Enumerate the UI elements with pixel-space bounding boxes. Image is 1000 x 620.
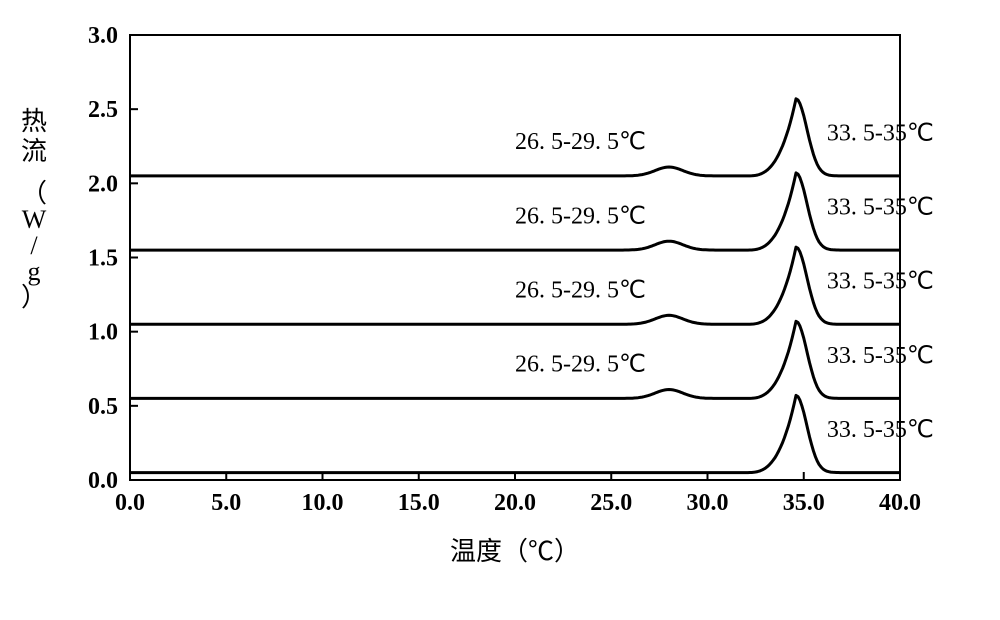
y-tick-label: 0.0	[88, 468, 118, 494]
annotation-peak: 33. 5-35℃	[827, 120, 934, 146]
y-axis-label-unit: ）	[21, 283, 47, 312]
annotation-peak: 33. 5-35℃	[827, 417, 934, 443]
x-tick-label: 20.0	[494, 490, 536, 516]
x-tick-label: 35.0	[783, 490, 825, 516]
annotation-peak: 33. 5-35℃	[827, 194, 934, 220]
y-axis-label: 流	[21, 137, 47, 166]
y-tick-label: 3.0	[88, 23, 118, 49]
annotation-peak: 33. 5-35℃	[827, 269, 934, 295]
x-tick-label: 15.0	[398, 490, 440, 516]
plot-border	[130, 35, 900, 480]
dsc-chart: 0.0 5.0 10.0 15.0 20.0 25.0 30.0 35.0 40.0 0.0 0.5…	[0, 0, 1000, 620]
y-axis-label-unit: （	[21, 179, 47, 208]
x-tick-label: 0.0	[115, 490, 145, 516]
chart-svg: 0.0 5.0 10.0 15.0 20.0 25.0 30.0 35.0 40.0 0.0 0.5…	[0, 0, 1000, 620]
x-axis-label: 温度（℃）	[450, 537, 580, 566]
y-tick-label: 1.5	[88, 246, 118, 272]
y-axis-label-unit: g	[28, 257, 41, 286]
y-tick-label: 1.0	[88, 320, 118, 346]
y-axis-label: 热	[21, 107, 47, 136]
y-axis-label-unit: W	[22, 205, 47, 234]
y-axis-label-unit: /	[30, 231, 38, 260]
y-tick-label: 2.5	[88, 97, 118, 123]
x-tick-label: 40.0	[879, 490, 921, 516]
x-tick-label: 25.0	[590, 490, 632, 516]
annotation-bump: 26. 5-29. 5℃	[515, 278, 646, 304]
annotation-bump: 26. 5-29. 5℃	[515, 203, 646, 229]
annotation-bump: 26. 5-29. 5℃	[515, 352, 646, 378]
dsc-curve	[130, 395, 900, 472]
x-tick-label: 30.0	[687, 490, 729, 516]
annotation-peak: 33. 5-35℃	[827, 343, 934, 369]
y-tick-label: 0.5	[88, 394, 118, 420]
annotation-bump: 26. 5-29. 5℃	[515, 129, 646, 155]
y-tick-label: 2.0	[88, 171, 118, 197]
x-tick-label: 5.0	[211, 490, 241, 516]
x-tick-label: 10.0	[302, 490, 344, 516]
